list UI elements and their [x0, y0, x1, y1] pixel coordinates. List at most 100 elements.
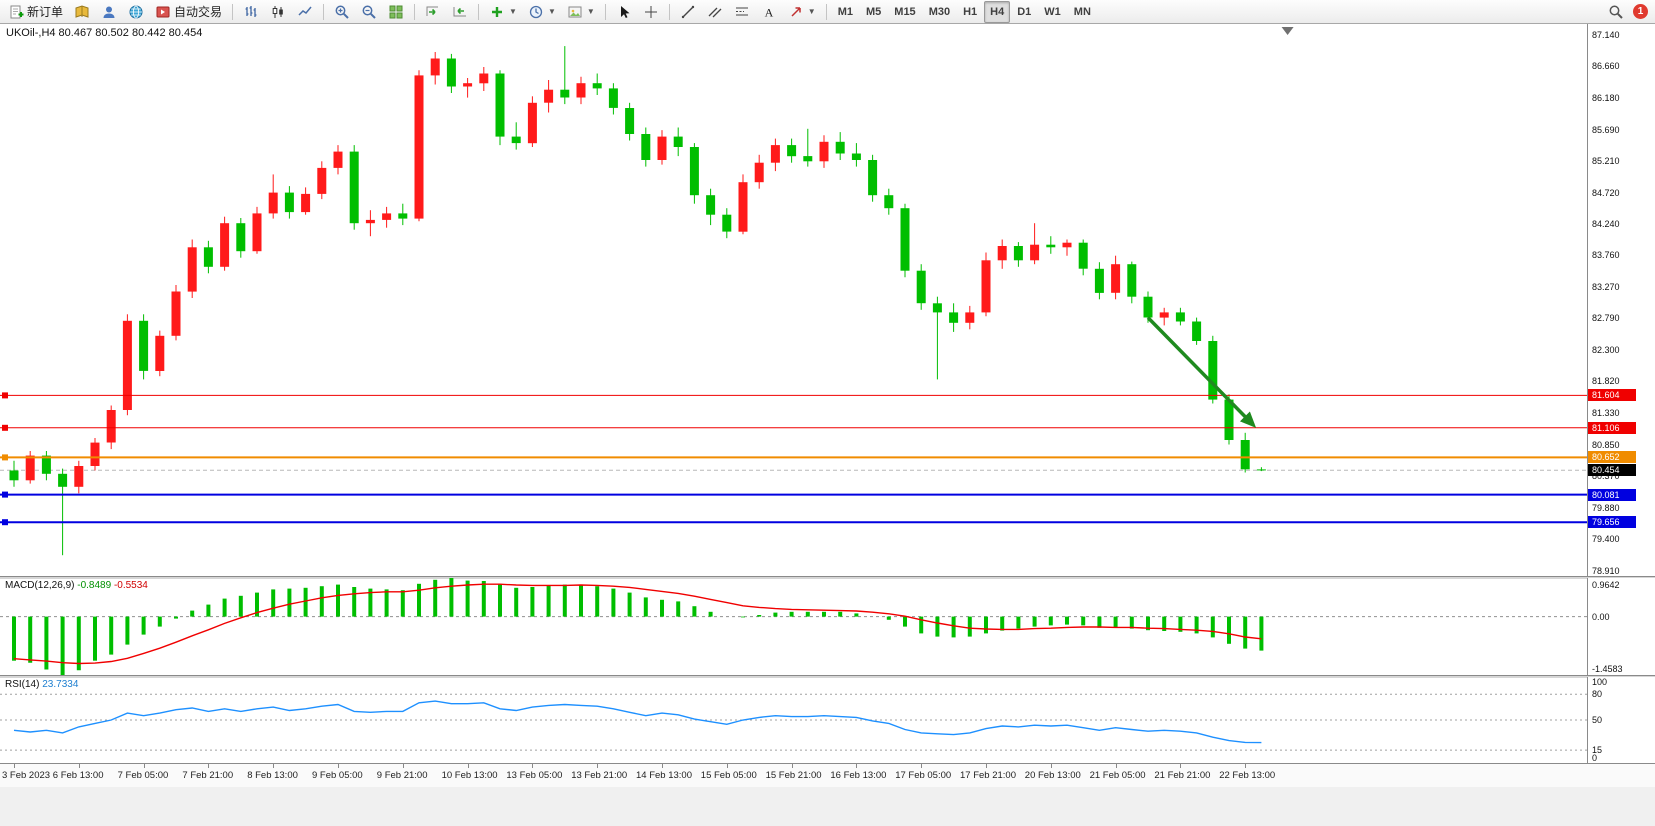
search-button[interactable] [1603, 1, 1629, 23]
templates-button[interactable]: ▼ [562, 1, 600, 23]
level-line[interactable] [0, 491, 1588, 498]
toolbar-separator [478, 3, 480, 20]
tf-h1-button[interactable]: H1 [957, 1, 983, 23]
time-axis-tick [467, 764, 469, 768]
crosshair-button[interactable] [638, 1, 664, 23]
crosshair-icon [643, 4, 659, 20]
level-line[interactable] [0, 519, 1588, 526]
rsi-pane: RSI(14) 23.7334 100 80 50 15 0 [0, 677, 1655, 763]
candles-chart-icon [270, 4, 286, 20]
tf-m15-button[interactable]: M15 [888, 1, 921, 23]
level-line[interactable] [0, 454, 1588, 461]
macd-plot [0, 578, 1588, 675]
arrows-icon [788, 4, 804, 20]
time-axis-tick [726, 764, 728, 768]
zoom-in-button[interactable] [329, 1, 355, 23]
rsi-axis-label: 80 [1592, 689, 1603, 700]
candle-chart-button[interactable] [265, 1, 291, 23]
chart-shift-button[interactable] [447, 1, 473, 23]
tf-w1-button[interactable]: W1 [1038, 1, 1067, 23]
macd-axis-label: 0.9642 [1592, 580, 1620, 590]
fibonacci-icon [734, 4, 750, 20]
time-axis-tick [597, 764, 599, 768]
add-indicator-button[interactable]: ▼ [484, 1, 522, 23]
trend-arrow[interactable] [1146, 316, 1257, 428]
rsi-value: 23.7334 [42, 679, 79, 690]
toolbar-separator [414, 3, 416, 20]
time-axis-tick [14, 764, 15, 768]
trendline-button[interactable] [675, 1, 701, 23]
tf-m5-button[interactable]: M5 [860, 1, 887, 23]
tf-h4-button-label: H4 [990, 5, 1005, 18]
level-price-badge: 81.106 [1588, 421, 1636, 434]
market-watch-button[interactable] [69, 1, 95, 23]
time-axis-label: 9 Feb 21:00 [376, 770, 428, 781]
macd-signal-line [13, 583, 1262, 665]
chart-shift-marker[interactable] [1281, 27, 1294, 35]
channel-button[interactable] [702, 1, 728, 23]
tf-d1-button[interactable]: D1 [1011, 1, 1037, 23]
tf-m30-button[interactable]: M30 [923, 1, 956, 23]
new-order-button-label: 新订单 [27, 5, 64, 19]
price-axis-label: 82.300 [1592, 345, 1620, 356]
zoom-out-button[interactable] [356, 1, 382, 23]
level-line[interactable] [0, 424, 1588, 431]
price-axis-label: 87.140 [1592, 30, 1620, 41]
price-axis-label: 84.240 [1592, 218, 1620, 229]
line-chart-icon [297, 4, 313, 20]
macd-chart [0, 578, 1588, 675]
tf-m1-button[interactable]: M1 [832, 1, 859, 23]
price-axis[interactable]: 87.140 86.660 86.180 85.690 85.210 84.720 84.2… [1587, 24, 1655, 576]
bar-chart-button[interactable] [238, 1, 264, 23]
time-axis-label: 15 Feb 21:00 [765, 770, 822, 781]
zoom-out-icon [361, 4, 377, 20]
auto-trading-button[interactable]: 自动交易 [150, 1, 227, 23]
bars-chart-icon [243, 4, 259, 20]
level-line[interactable] [0, 392, 1588, 399]
macd-name: MACD(12,26,9) [5, 580, 75, 591]
time-axis-label: 14 Feb 13:00 [636, 770, 692, 781]
price-axis-label: 83.270 [1592, 282, 1620, 292]
time-axis-tick [791, 764, 793, 768]
cursor-button[interactable] [611, 1, 637, 23]
search-icon [1608, 4, 1624, 20]
toolbar-separator [825, 3, 827, 20]
tf-h4-button[interactable]: H4 [984, 0, 1011, 23]
time-axis-tick [1245, 764, 1247, 768]
new-order-button[interactable]: 新订单 [3, 1, 68, 23]
main-chart-plot [0, 24, 1588, 576]
tf-m15-button-label: M15 [894, 5, 916, 18]
notification-badge[interactable]: 1 [1633, 4, 1648, 19]
level-price-badge: 81.604 [1588, 389, 1636, 402]
time-axis-tick [273, 764, 275, 768]
main-chart-pane: UKOil-,H4 80.467 80.502 80.442 80.454 87… [0, 24, 1655, 576]
main-toolbar: 新订单 自动交易 ▼ ▼ ▼ A ▼ M1 M5 M15 M30 H1 H4 D1 W1 MN 1 [0, 0, 1655, 24]
navigator-button[interactable] [123, 1, 149, 23]
periods-button[interactable]: ▼ [523, 1, 561, 23]
arrows-button[interactable]: ▼ [783, 1, 821, 23]
price-axis-label: 83.760 [1592, 250, 1620, 261]
time-axis-label: 13 Feb 21:00 [571, 770, 628, 781]
pane-separator[interactable] [0, 576, 1655, 579]
line-chart-button[interactable] [292, 1, 318, 23]
rsi-axis-label: 100 [1592, 677, 1608, 687]
tf-mn-button[interactable]: MN [1068, 1, 1097, 23]
data-window-button[interactable] [96, 1, 122, 23]
rsi-level-lines [0, 693, 1588, 751]
text-button[interactable]: A [756, 1, 782, 23]
auto-scroll-button[interactable] [420, 1, 446, 23]
rsi-plot [0, 677, 1588, 763]
time-axis[interactable]: 3 Feb 2023 6 Feb 13:00 7 Feb 05:00 7 Feb 21… [0, 763, 1655, 788]
chevron-down-icon: ▼ [509, 7, 517, 16]
time-axis-label: 17 Feb 05:00 [895, 770, 952, 781]
time-axis-tick [921, 764, 923, 768]
rsi-name: RSI(14) [5, 679, 40, 690]
svg-text:A: A [764, 5, 773, 19]
time-axis-label: 17 Feb 21:00 [960, 770, 1016, 781]
fibonacci-button[interactable] [729, 1, 755, 23]
pane-separator[interactable] [0, 675, 1655, 678]
bid-price-badge: 80.454 [1588, 464, 1636, 477]
tile-windows-button[interactable] [383, 1, 409, 23]
time-axis-tick [78, 764, 80, 768]
status-bar [0, 787, 1655, 826]
